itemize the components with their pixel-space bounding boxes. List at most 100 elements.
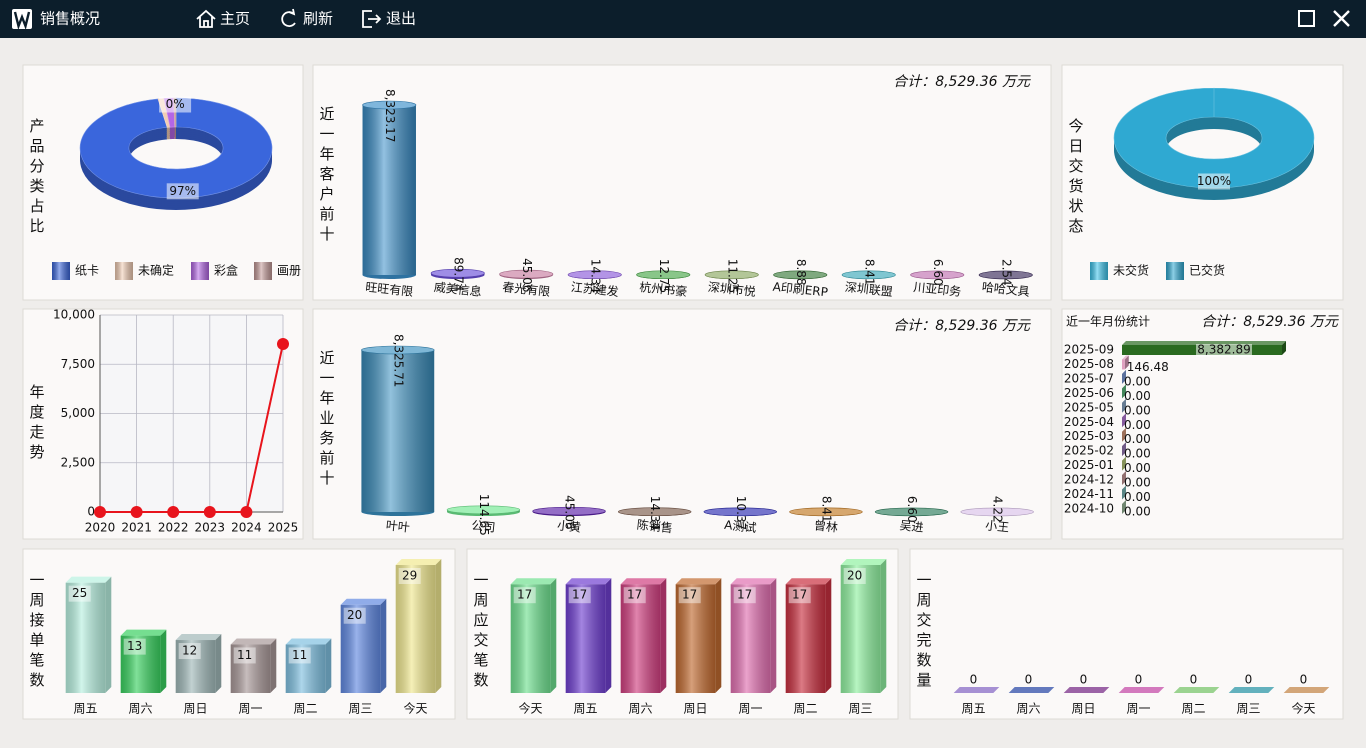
category-label: 周六 xyxy=(128,702,152,716)
value-label: 0 xyxy=(1190,673,1198,687)
category-label: 江苏建发 xyxy=(570,279,619,299)
legend-label: 画册 xyxy=(277,264,301,278)
title-bar xyxy=(0,0,1366,38)
bar-side xyxy=(1122,427,1126,442)
category-label: 2025-09 xyxy=(1064,343,1114,357)
category-label: 周日 xyxy=(1071,702,1095,716)
bar-side xyxy=(550,578,557,693)
value-label: 17 xyxy=(792,588,807,602)
label-background xyxy=(1198,173,1230,190)
value-label: 0 xyxy=(1245,673,1253,687)
bar-side xyxy=(660,578,667,693)
category-label: 2025-04 xyxy=(1064,415,1114,429)
value-label: 20 xyxy=(347,608,362,622)
value-label: 8.41 xyxy=(862,259,876,286)
bar-top xyxy=(446,505,521,515)
logout-icon[interactable] xyxy=(362,10,382,28)
bar-shine xyxy=(785,584,826,693)
chart-title: 产品分类占比 xyxy=(28,118,46,238)
bar-top xyxy=(730,578,777,585)
category-label: 周三 xyxy=(1236,702,1260,716)
category-label: 旺旺有限 xyxy=(365,280,414,299)
menu-refresh[interactable]: 刷新 xyxy=(303,10,333,28)
chart-title: 近一年客户前十 xyxy=(318,106,336,246)
value-label: 0 xyxy=(1300,673,1308,687)
bar-shine xyxy=(840,565,881,693)
annotation: 合计：8,529.36 万元 xyxy=(1201,314,1339,330)
category-label: 今天 xyxy=(518,701,542,716)
bar-shine xyxy=(285,644,326,693)
category-label: 周五 xyxy=(73,702,97,716)
bar-top xyxy=(840,559,887,565)
category-label: 2024-11 xyxy=(1064,487,1114,501)
bar-side xyxy=(105,576,112,693)
bar-shine xyxy=(362,105,416,275)
bar-top xyxy=(978,270,1033,280)
bar-shine xyxy=(230,644,271,693)
value-label: 89.74 xyxy=(451,257,465,291)
menu-home[interactable]: 主页 xyxy=(220,10,250,28)
bar-side xyxy=(1122,384,1126,399)
bar-top xyxy=(910,270,965,280)
maximize-button[interactable] xyxy=(1298,10,1315,27)
label-background xyxy=(398,568,421,584)
label-background xyxy=(288,647,311,664)
value-label: 11 xyxy=(292,648,307,662)
value-label: 17 xyxy=(737,588,752,602)
bar-top xyxy=(785,578,832,585)
home-icon[interactable] xyxy=(196,9,216,28)
bar-top xyxy=(430,268,485,278)
label-background xyxy=(159,96,192,113)
legend-label: 已交货 xyxy=(1189,263,1225,278)
menu-exit[interactable]: 退出 xyxy=(386,10,416,28)
value-label: 0 xyxy=(1080,673,1088,687)
label-background xyxy=(623,587,646,604)
label-background xyxy=(178,643,201,660)
x-tick-label: 2021 xyxy=(121,521,152,535)
category-label: 深圳联盟 xyxy=(844,280,893,299)
category-label: A印刷ERP xyxy=(772,280,829,300)
legend-swatch-shine xyxy=(1090,262,1108,280)
label-background xyxy=(123,638,146,655)
bar-top xyxy=(65,576,112,583)
category-label: 周三 xyxy=(348,702,372,716)
value-label: 0.00 xyxy=(1124,403,1151,417)
value-label: 0 xyxy=(1025,673,1033,687)
x-tick-label: 2022 xyxy=(158,521,189,535)
value-label: 2.54 xyxy=(999,259,1013,286)
bar-side xyxy=(715,578,722,693)
bar-shine xyxy=(65,582,106,693)
bar-side xyxy=(1282,341,1286,355)
value-label: 20 xyxy=(847,569,862,583)
bar-top xyxy=(532,506,606,516)
bar-side xyxy=(160,629,167,693)
close-button[interactable] xyxy=(1333,10,1350,27)
bar-top xyxy=(567,270,622,280)
point xyxy=(240,506,253,518)
bar-top xyxy=(340,598,387,605)
bar-top xyxy=(1118,687,1165,693)
category-label: 周一 xyxy=(238,702,262,716)
category-label: 2025-03 xyxy=(1064,429,1114,443)
x-tick-label: 2025 xyxy=(268,521,299,535)
bar-shine xyxy=(510,584,551,693)
label-background xyxy=(733,587,756,604)
slice-label: 97% xyxy=(169,184,196,198)
legend-swatch-shine xyxy=(1166,262,1184,280)
value-label: 11.25 xyxy=(725,259,739,293)
value-label: 14.34 xyxy=(648,496,662,530)
category-label: 周二 xyxy=(1181,702,1205,716)
window-title: 销售概况 xyxy=(40,10,100,28)
category-label: 春光有限 xyxy=(502,280,551,299)
bar-top xyxy=(395,559,442,565)
bar-top xyxy=(361,345,435,355)
category-label: 川亚印务 xyxy=(913,279,962,299)
bar-top xyxy=(120,629,167,636)
value-label: 29 xyxy=(402,569,417,583)
refresh-icon[interactable] xyxy=(281,8,296,27)
y-tick-label: 0 xyxy=(87,505,95,519)
bar-top xyxy=(1122,355,1129,360)
bar-shine xyxy=(565,584,606,693)
value-label: 8,382.89 xyxy=(1197,343,1250,357)
